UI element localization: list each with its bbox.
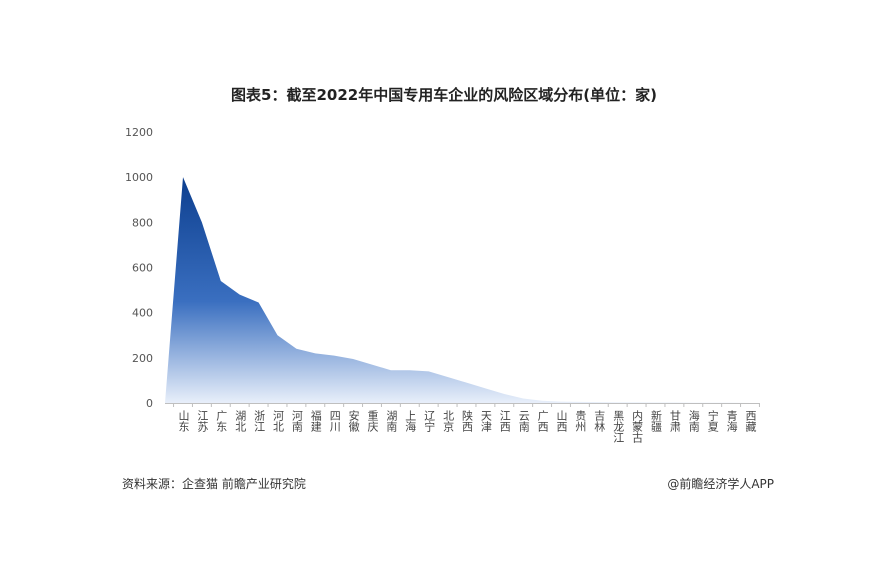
area-series (165, 177, 750, 403)
x-tick-label: 海南 (687, 410, 701, 432)
x-tick-label: 广东 (214, 410, 228, 432)
y-tick-label: 0 (146, 397, 153, 410)
x-tick-label: 上海 (403, 410, 417, 432)
x-tick-label: 吉林 (592, 410, 606, 432)
x-tick-label: 河北 (271, 410, 285, 432)
x-tick-label: 宁夏 (706, 410, 720, 432)
x-tick-label: 辽宁 (422, 410, 436, 432)
x-tick-label: 浙江 (252, 410, 266, 432)
x-tick-label: 北京 (441, 410, 455, 432)
y-tick-label: 400 (132, 307, 153, 320)
x-tick-label: 江苏 (195, 410, 209, 432)
x-tick-label: 天津 (479, 410, 493, 432)
x-tick-label: 重庆 (366, 410, 379, 432)
x-tick-label: 广西 (536, 410, 550, 432)
x-tick-label: 新疆 (649, 410, 663, 432)
x-tick-label: 湖北 (233, 410, 247, 432)
x-tick-label: 云南 (517, 410, 531, 432)
y-tick-label: 1200 (125, 126, 153, 139)
x-tick-label: 江西 (498, 410, 512, 432)
y-tick-label: 800 (132, 216, 153, 229)
x-tick-label: 贵州 (573, 410, 587, 432)
x-tick-label: 安徽 (347, 410, 361, 432)
x-tick-label: 甘肃 (668, 410, 682, 432)
x-tick-label: 青海 (725, 410, 739, 432)
x-tick-label: 山西 (555, 410, 568, 432)
y-tick-label: 600 (132, 262, 153, 275)
x-tick-label: 湖南 (384, 410, 398, 432)
x-tick-label: 内蒙古 (630, 410, 644, 443)
chart-title: 图表5：截至2022年中国专用车企业的风险区域分布(单位：家) (231, 86, 657, 104)
x-tick-label: 黑龙江 (611, 410, 625, 443)
source-note: 资料来源：企查猫 前瞻产业研究院 (122, 477, 306, 491)
x-tick-label: 福建 (309, 410, 323, 432)
y-tick-label: 1000 (125, 171, 153, 184)
x-tick-label: 四川 (328, 410, 342, 432)
x-tick-label: 陕西 (460, 410, 474, 432)
x-tick-label: 山东 (177, 410, 190, 432)
x-tick-label: 河南 (290, 410, 304, 432)
x-tick-label: 西藏 (744, 410, 757, 432)
y-tick-label: 200 (132, 352, 153, 365)
credit-note: @前瞻经济学人APP (667, 477, 774, 491)
